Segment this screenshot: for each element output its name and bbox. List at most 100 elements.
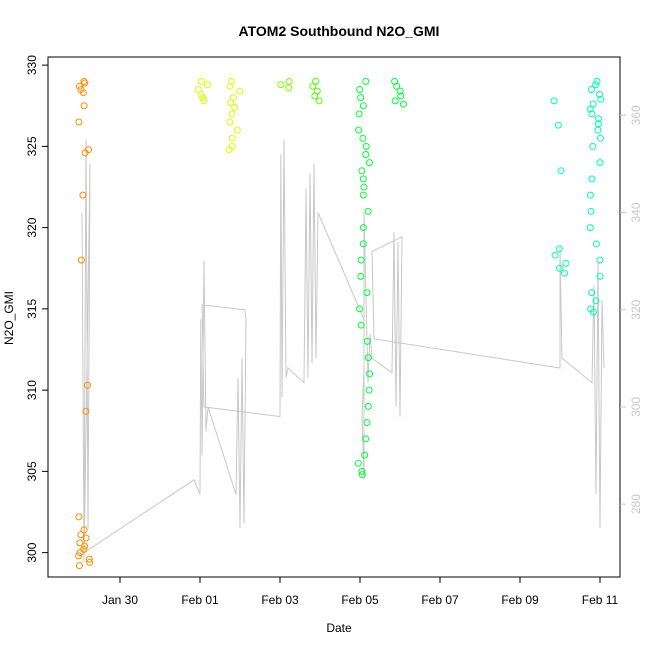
n2o-point (204, 81, 211, 89)
n2o-point (366, 159, 373, 167)
n2o-point (226, 82, 234, 90)
n2o-point (393, 82, 401, 90)
y-tick-label: 300 (25, 542, 39, 562)
n2o-point (357, 272, 365, 280)
n2o-point (596, 159, 604, 167)
n2o-point (82, 534, 90, 542)
n2o-point (355, 110, 363, 118)
n2o-point (355, 126, 363, 134)
n2o-point (587, 207, 595, 215)
n2o-point (200, 97, 208, 105)
x-tick-label: Jan 30 (102, 593, 138, 607)
n2o-point (562, 259, 570, 267)
n2o-point (596, 272, 604, 280)
n2o-point (588, 175, 596, 183)
n2o-point (231, 103, 239, 111)
n2o-point (359, 175, 367, 183)
n2o-point (81, 79, 89, 87)
n2o-point (77, 531, 85, 539)
n2o-point (357, 256, 365, 264)
x-axis-label: Date (326, 621, 352, 635)
n2o-point (81, 149, 89, 157)
n2o-point (80, 102, 88, 110)
n2o-point (363, 419, 371, 427)
n2o-point (555, 245, 563, 253)
n2o-point (79, 89, 87, 97)
n2o-point (77, 256, 85, 264)
n2o-point (227, 99, 235, 106)
n2o-point (357, 321, 365, 329)
plot-area: Jan 30 Feb 01 Feb 03 Feb 05 Feb 07 Feb 09 Feb … (25, 55, 643, 607)
n2o-point (362, 142, 370, 150)
n2o-point (228, 110, 236, 118)
n2o-point (228, 134, 236, 142)
n2o-point (85, 555, 93, 563)
n2o-point (596, 90, 603, 98)
n2o-point (358, 471, 366, 479)
n2o-point (363, 337, 371, 345)
y-tick-label: 325 (25, 136, 39, 156)
n2o-point (561, 269, 568, 277)
x-tick-label: Feb 07 (421, 593, 459, 607)
n2o-point (75, 562, 83, 570)
n2o-point (236, 87, 244, 95)
n2o-point (363, 289, 371, 297)
n2o-point (594, 120, 602, 128)
y-axis-label: N2O_GMI (2, 291, 16, 345)
n2o-point (360, 183, 368, 191)
n2o-point (592, 81, 600, 89)
n2o-point (81, 542, 89, 550)
n2o-point (356, 305, 364, 313)
n2o-point (588, 86, 595, 93)
n2o-point (396, 87, 404, 95)
n2o-point (589, 308, 597, 316)
n2o-point (79, 191, 87, 199)
n2o-point (361, 451, 369, 459)
n2o-point (364, 354, 372, 362)
y-right-tick-label: 320 (629, 299, 643, 319)
n2o-point (362, 151, 370, 158)
x-tick-label: Feb 03 (261, 593, 299, 607)
n2o-point (75, 82, 83, 90)
n2o-point (285, 77, 293, 85)
n2o-point (589, 142, 597, 150)
n2o-point (76, 549, 84, 557)
n2o-point (596, 256, 604, 264)
n2o-point (556, 264, 563, 272)
n2o-point (358, 167, 366, 175)
n2o-point (362, 77, 370, 85)
y-tick-label: 330 (25, 55, 39, 75)
n2o-point (362, 435, 370, 443)
n2o-point (311, 92, 319, 100)
n2o-point (364, 207, 372, 215)
n2o-point (592, 240, 600, 248)
n2o-point (75, 552, 83, 560)
n2o-point (366, 370, 374, 378)
n2o-point (285, 84, 293, 92)
n2o-point (199, 94, 207, 102)
n2o-point (586, 224, 594, 232)
y-tick-label: 315 (25, 299, 39, 319)
n2o-point (277, 81, 285, 89)
n2o-point (76, 539, 84, 547)
n2o-point (357, 94, 365, 102)
x-tick-label: Feb 09 (501, 593, 539, 607)
n2o-point (359, 134, 367, 142)
x-tick-label: Feb 05 (341, 593, 379, 607)
y-right-tick-label: 360 (629, 105, 643, 125)
n2o-point (364, 402, 372, 410)
n2o-point (86, 558, 94, 566)
n2o-point (588, 110, 596, 118)
n2o-point (596, 134, 604, 142)
n2o-point (593, 77, 601, 85)
y-tick-label: 320 (25, 217, 39, 237)
n2o-point (359, 240, 367, 248)
n2o-point (80, 526, 88, 534)
n2o-point (227, 77, 235, 85)
n2o-point (397, 92, 405, 100)
chart-title: ATOM2 Southbound N2O_GMI (239, 23, 440, 39)
n2o-point (358, 467, 366, 475)
n2o-point (557, 167, 565, 175)
x-tick-label: Feb 11 (582, 593, 619, 607)
